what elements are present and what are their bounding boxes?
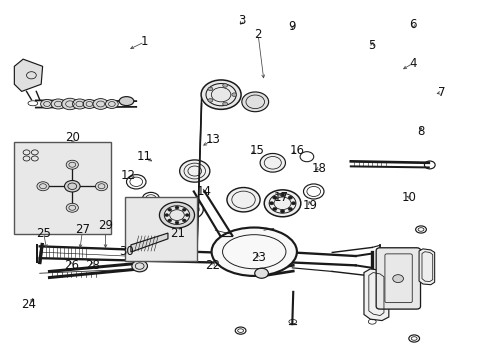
Ellipse shape [182, 208, 186, 211]
Text: 13: 13 [205, 133, 220, 146]
Ellipse shape [260, 153, 285, 172]
Text: 30: 30 [119, 244, 134, 257]
Ellipse shape [66, 160, 78, 169]
Ellipse shape [105, 99, 118, 108]
Text: 14: 14 [197, 185, 212, 198]
Ellipse shape [269, 202, 273, 205]
Ellipse shape [167, 219, 171, 222]
Text: 2: 2 [254, 28, 262, 41]
Ellipse shape [179, 160, 209, 182]
Polygon shape [363, 269, 388, 320]
Text: 28: 28 [85, 259, 100, 272]
Text: 8: 8 [416, 125, 424, 138]
Ellipse shape [272, 207, 276, 211]
Text: 24: 24 [21, 298, 37, 311]
Ellipse shape [164, 206, 189, 224]
Text: 20: 20 [65, 131, 80, 144]
Text: 22: 22 [205, 259, 220, 272]
Text: 18: 18 [310, 162, 325, 175]
Ellipse shape [280, 194, 284, 197]
Text: 6: 6 [408, 18, 416, 31]
Text: 29: 29 [98, 219, 113, 233]
Ellipse shape [287, 207, 292, 211]
Ellipse shape [66, 203, 78, 212]
Text: 7: 7 [437, 86, 445, 99]
Text: 11: 11 [137, 150, 152, 163]
Ellipse shape [222, 84, 227, 87]
Ellipse shape [226, 188, 260, 212]
Ellipse shape [132, 260, 147, 272]
Text: 16: 16 [289, 144, 304, 157]
Ellipse shape [280, 210, 284, 213]
Ellipse shape [83, 99, 96, 108]
Text: 19: 19 [302, 199, 317, 212]
Ellipse shape [287, 196, 292, 199]
Ellipse shape [159, 202, 194, 228]
Ellipse shape [201, 80, 241, 109]
Ellipse shape [72, 99, 87, 109]
Text: 27: 27 [75, 223, 90, 236]
Ellipse shape [291, 202, 295, 205]
FancyBboxPatch shape [375, 248, 420, 309]
Bar [14, 142, 111, 234]
Text: 5: 5 [368, 39, 375, 52]
Polygon shape [418, 249, 434, 285]
Text: 3: 3 [238, 14, 245, 27]
Text: 12: 12 [121, 169, 136, 182]
Ellipse shape [164, 213, 168, 216]
Text: 25: 25 [36, 226, 51, 239]
Ellipse shape [175, 221, 179, 224]
Ellipse shape [264, 190, 300, 217]
Ellipse shape [207, 99, 212, 102]
Text: 4: 4 [408, 57, 416, 70]
Ellipse shape [207, 87, 212, 91]
Ellipse shape [222, 102, 227, 105]
Ellipse shape [51, 99, 65, 109]
Polygon shape [131, 233, 167, 252]
Ellipse shape [41, 99, 53, 108]
Ellipse shape [392, 275, 403, 283]
Text: 21: 21 [169, 226, 184, 239]
Ellipse shape [37, 182, 49, 191]
Text: 1: 1 [141, 35, 148, 49]
Bar [125, 197, 197, 261]
Ellipse shape [167, 208, 171, 211]
Ellipse shape [231, 93, 236, 96]
Text: 15: 15 [249, 144, 264, 157]
Polygon shape [14, 59, 42, 91]
Ellipse shape [119, 96, 134, 105]
Ellipse shape [95, 182, 107, 191]
Ellipse shape [254, 268, 268, 278]
Ellipse shape [185, 213, 189, 216]
Ellipse shape [61, 98, 78, 110]
Text: 26: 26 [64, 259, 79, 272]
Ellipse shape [272, 196, 276, 199]
Ellipse shape [64, 180, 80, 192]
Text: 10: 10 [401, 191, 416, 204]
Text: 17: 17 [273, 191, 288, 204]
Text: 23: 23 [250, 251, 265, 264]
Ellipse shape [93, 99, 108, 109]
Ellipse shape [211, 228, 296, 276]
Ellipse shape [182, 219, 186, 222]
Text: 9: 9 [288, 20, 295, 33]
Ellipse shape [242, 92, 268, 112]
Ellipse shape [175, 206, 179, 209]
